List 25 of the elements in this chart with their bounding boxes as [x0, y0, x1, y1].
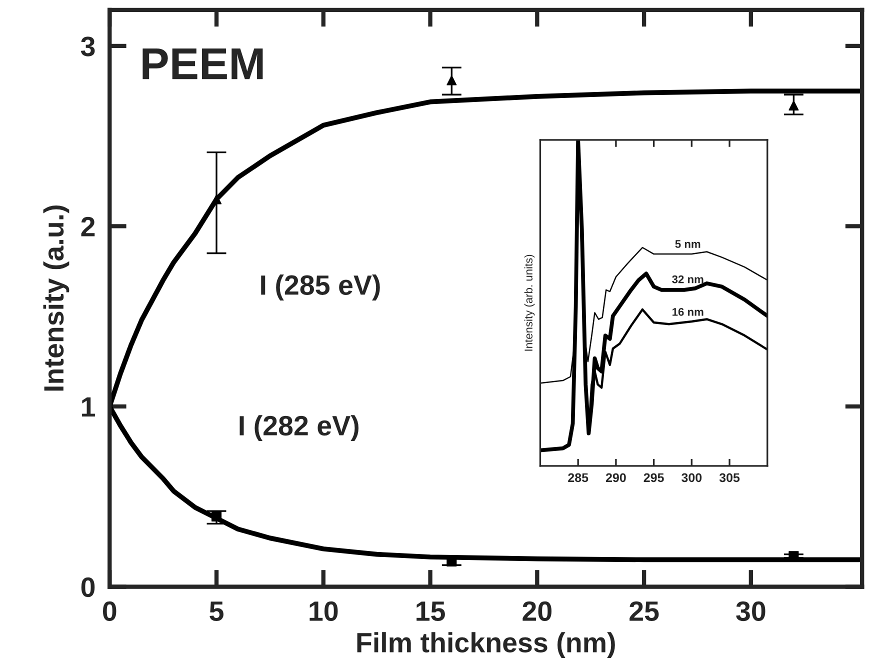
x-tick-label: 25 [630, 601, 659, 622]
x-tick-label: 30 [736, 601, 766, 622]
y-axis-title: Intensity (arb. units) [524, 254, 535, 351]
x-axis-title: Film thickness (nm) [357, 632, 615, 658]
y-tick-label: 1 [82, 397, 95, 417]
x-tick-label: 5 [210, 602, 224, 622]
y-tick-label: 0 [81, 577, 95, 598]
y-tick-label: 2 [81, 216, 95, 236]
x-tick-label: 0 [103, 601, 116, 622]
x-tick-label: 15 [416, 602, 445, 622]
x-tick-label: 305 [719, 473, 740, 482]
x-tick-label: 290 [606, 473, 626, 482]
annotation: PEEM [142, 48, 263, 80]
x-tick-label: 285 [568, 473, 588, 482]
series-label: 5 nm [675, 240, 700, 248]
y-axis-title: Intensity (a.u.) [43, 206, 70, 391]
series-label: 16 nm [672, 308, 704, 316]
x-tick-label: 295 [644, 473, 664, 482]
text: I (285 eV) [261, 274, 380, 300]
x-tick-label: 20 [522, 601, 552, 622]
y-tick-label: 3 [80, 36, 95, 56]
text: I (282 eV) [240, 415, 358, 442]
series-label: 32 nm [672, 275, 704, 284]
x-tick-label: 10 [310, 601, 338, 622]
x-tick-label: 300 [682, 473, 702, 482]
